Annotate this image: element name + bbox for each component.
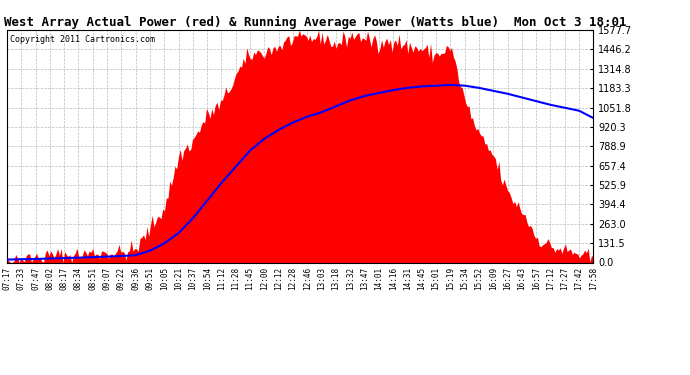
Text: Copyright 2011 Cartronics.com: Copyright 2011 Cartronics.com <box>10 34 155 44</box>
Text: West Array Actual Power (red) & Running Average Power (Watts blue)  Mon Oct 3 18: West Array Actual Power (red) & Running … <box>4 16 627 29</box>
